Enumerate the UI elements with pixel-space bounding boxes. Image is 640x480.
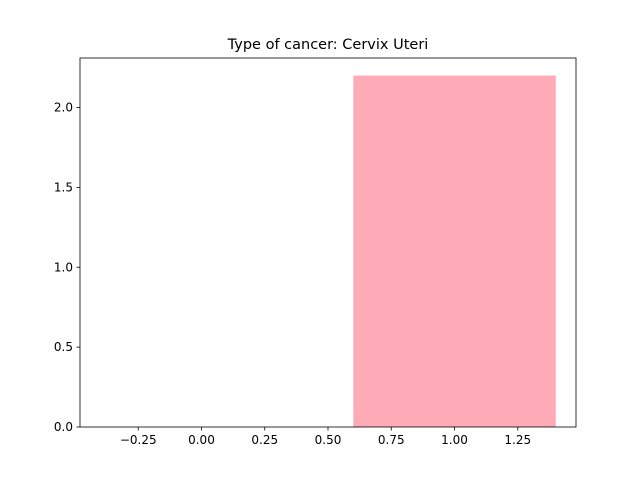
x-tick-label: 0.00 — [188, 433, 215, 447]
x-axis-ticks: −0.25 0.00 0.25 0.50 0.75 1.00 1.25 — [120, 427, 531, 447]
y-tick-label: 2.0 — [54, 101, 73, 115]
bars-group — [353, 75, 556, 428]
plot-frame — [79, 57, 577, 428]
x-tick-label: −0.25 — [120, 433, 157, 447]
x-tick-label: 1.00 — [441, 433, 468, 447]
x-tick-label: 1.25 — [504, 433, 531, 447]
x-tick-label: 0.25 — [251, 433, 278, 447]
x-tick-label: 0.75 — [378, 433, 405, 447]
x-tick-label: 0.50 — [315, 433, 342, 447]
chart-title: Type of cancer: Cervix Uteri — [227, 37, 429, 53]
y-axis-ticks: 0.0 0.5 1.0 1.5 2.0 — [54, 101, 80, 434]
bar — [353, 75, 556, 428]
y-tick-label: 0.5 — [54, 340, 73, 354]
y-tick-label: 0.0 — [54, 420, 73, 434]
y-tick-label: 1.0 — [54, 260, 73, 274]
y-tick-label: 1.5 — [54, 180, 73, 194]
